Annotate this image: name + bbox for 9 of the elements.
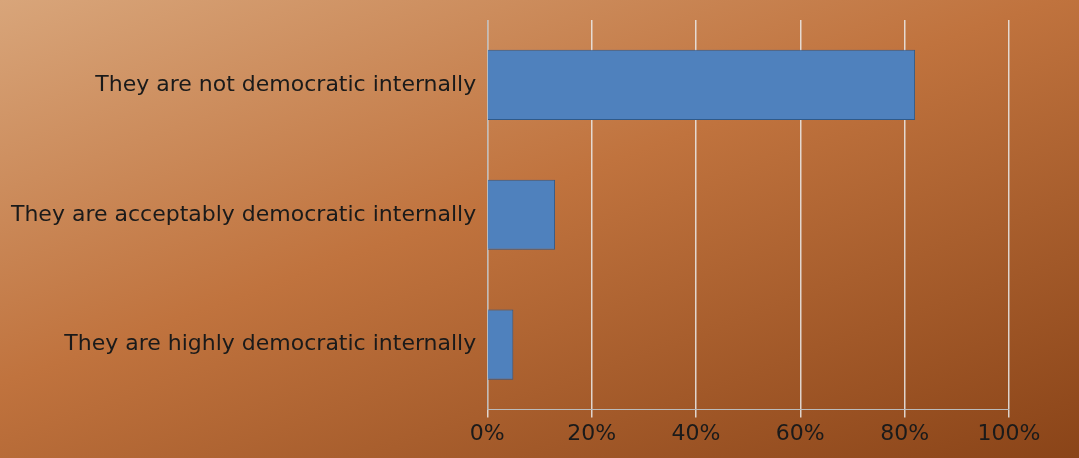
x-tick-label: 80%: [880, 419, 930, 445]
x-tick-label: 40%: [671, 419, 721, 445]
y-tick-label: They are acceptably democratic internally: [9, 200, 477, 226]
x-tick-label: 60%: [775, 419, 825, 445]
x-tick-label: 20%: [567, 419, 617, 445]
x-tick-label: 100%: [977, 419, 1041, 445]
y-tick-label: They are highly democratic internally: [63, 330, 477, 356]
x-tick-label: 0%: [469, 419, 505, 445]
y-tick-label: They are not democratic internally: [94, 70, 477, 96]
